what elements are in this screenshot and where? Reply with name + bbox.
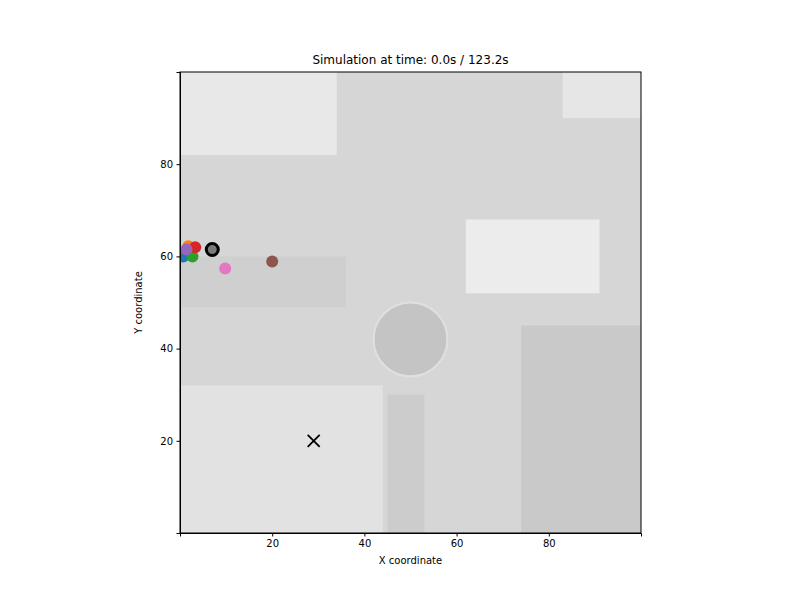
tick: 20 bbox=[266, 533, 279, 549]
background bbox=[180, 72, 641, 533]
tick-mark bbox=[177, 349, 181, 350]
tick-label: 80 bbox=[160, 159, 173, 170]
tick: 60 bbox=[451, 533, 464, 549]
plot-frame bbox=[180, 72, 641, 533]
tick-label: 80 bbox=[543, 538, 556, 549]
tick-mark bbox=[177, 164, 181, 165]
tick-label: 20 bbox=[266, 538, 279, 549]
chart: 20 40 60 80 20 40 60 80 Simulation at time: 0.0s… bbox=[0, 0, 800, 600]
tick-label: 60 bbox=[451, 538, 464, 549]
agent bbox=[180, 243, 192, 255]
tick-label: 40 bbox=[359, 538, 372, 549]
background-feature bbox=[563, 72, 641, 118]
agent bbox=[266, 255, 278, 267]
tick: 40 bbox=[359, 533, 372, 549]
tick: 60 bbox=[160, 251, 180, 262]
y-axis: 20 40 60 80 bbox=[160, 73, 180, 534]
tick: 80 bbox=[543, 533, 556, 549]
tick-mark bbox=[549, 533, 550, 537]
tick-mark bbox=[364, 533, 365, 537]
background-image bbox=[180, 72, 641, 533]
background-feature bbox=[180, 385, 383, 533]
tick-mark bbox=[272, 533, 273, 537]
background-feature bbox=[180, 256, 346, 307]
tick-mark bbox=[177, 441, 181, 442]
marks bbox=[180, 240, 320, 447]
y-axis-title: Y coordinate bbox=[133, 271, 144, 335]
background-feature bbox=[387, 395, 424, 533]
background-feature bbox=[466, 220, 600, 294]
tick-mark bbox=[457, 533, 458, 537]
tick-label: 40 bbox=[160, 343, 173, 354]
axis-line bbox=[181, 534, 642, 537]
tick: 80 bbox=[160, 159, 180, 170]
goal-marker bbox=[308, 435, 320, 447]
tick-label: 20 bbox=[160, 436, 173, 447]
background-feature bbox=[521, 326, 641, 533]
tick: 20 bbox=[160, 436, 180, 447]
x-axis-title: X coordinate bbox=[379, 555, 442, 566]
tick-label: 60 bbox=[160, 251, 173, 262]
background-feature bbox=[374, 303, 448, 377]
x-axis: 20 40 60 80 bbox=[181, 533, 642, 549]
agent bbox=[219, 262, 231, 274]
title: Simulation at time: 0.0s / 123.2s bbox=[312, 53, 508, 67]
tick: 40 bbox=[160, 343, 180, 354]
background-feature bbox=[180, 72, 337, 155]
ego-agent bbox=[206, 243, 218, 255]
tick-mark bbox=[177, 256, 181, 257]
